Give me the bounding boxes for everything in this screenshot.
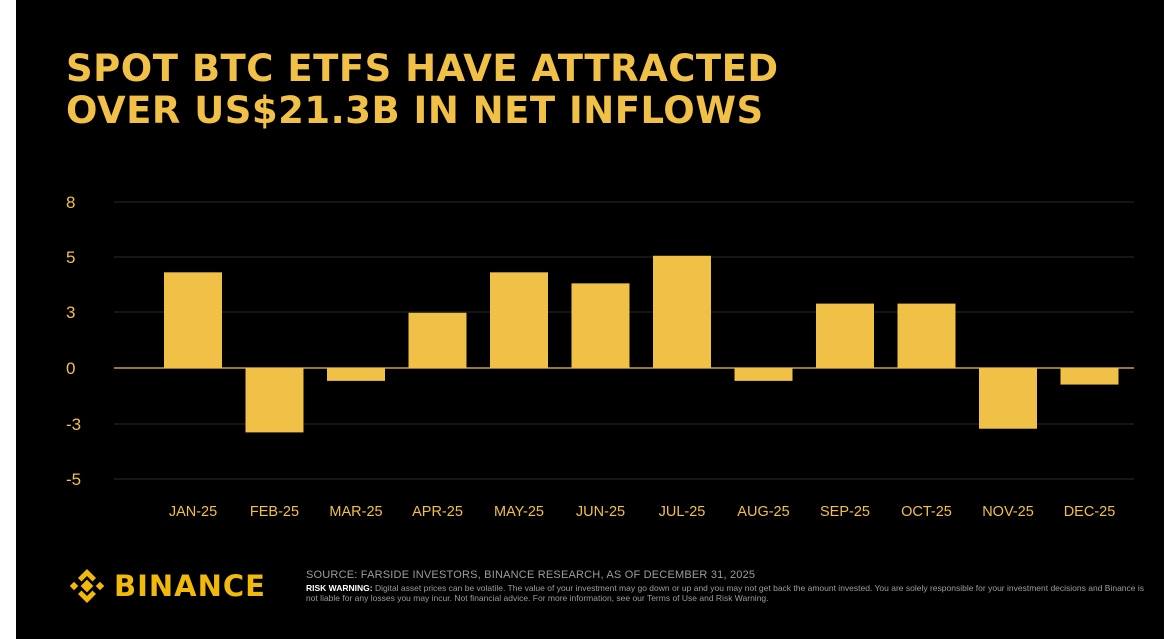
bar-sep-25 — [816, 303, 874, 368]
chart-panel: SPOT BTC ETFS HAVE ATTRACTED OVER US$21.… — [16, 0, 1164, 639]
risk-warning-label: RISK WARNING: — [306, 583, 373, 593]
x-tick-label: JAN-25 — [169, 504, 217, 520]
footer: SOURCE: FARSIDE INVESTORS, BINANCE RESEA… — [306, 569, 1146, 603]
y-tick-label: 3 — [66, 303, 75, 322]
binance-wordmark: BINANCE — [114, 569, 266, 603]
bar-oct-25 — [897, 303, 956, 368]
risk-warning: RISK WARNING: Digital asset prices can b… — [306, 583, 1146, 603]
binance-logo-icon — [69, 569, 105, 603]
bar-jul-25 — [653, 255, 711, 368]
x-tick-label: JUL-25 — [659, 504, 706, 520]
bar-apr-25 — [408, 312, 467, 368]
bar-feb-25 — [245, 368, 304, 433]
y-tick-label: -5 — [66, 470, 81, 489]
source-note: SOURCE: FARSIDE INVESTORS, BINANCE RESEA… — [306, 569, 756, 581]
bar-nov-25 — [979, 368, 1037, 429]
x-tick-label: AUG-25 — [737, 504, 789, 520]
x-tick-label: DEC-25 — [1064, 504, 1116, 520]
y-tick-label: -3 — [66, 415, 81, 434]
bar-jun-25 — [571, 283, 630, 368]
bar-chart: 8 5 3 0 -3 -5 JAN-25 FEB-25 MAR-25 APR-25 MAY-25 JU… — [66, 193, 1134, 520]
y-tick-label: 8 — [66, 193, 75, 212]
x-tick-label: NOV-25 — [982, 504, 1034, 520]
risk-warning-text: Digital asset prices can be volatile. Th… — [306, 583, 1145, 603]
chart-title: SPOT BTC ETFS HAVE ATTRACTED OVER US$21.… — [66, 48, 779, 132]
x-tick-label: MAY-25 — [494, 504, 544, 520]
x-tick-label: SEP-25 — [820, 504, 870, 520]
x-tick-label: OCT-25 — [901, 504, 952, 520]
title-line-1: SPOT BTC ETFS HAVE ATTRACTED — [66, 47, 779, 90]
bar-may-25 — [490, 272, 548, 368]
binance-logo: BINANCE — [66, 566, 266, 606]
x-tick-label: MAR-25 — [329, 504, 382, 520]
title-line-2: OVER US$21.3B IN NET INFLOWS — [66, 89, 764, 132]
y-tick-label: 5 — [66, 248, 75, 267]
x-tick-label: JUN-25 — [576, 504, 625, 520]
y-tick-label: 0 — [66, 359, 75, 378]
x-tick-label: FEB-25 — [250, 504, 299, 520]
bar-dec-25 — [1060, 368, 1119, 385]
bar-jan-25 — [164, 272, 222, 368]
bar-mar-25 — [327, 368, 385, 381]
x-tick-label: APR-25 — [412, 504, 463, 520]
bar-aug-25 — [734, 368, 793, 381]
